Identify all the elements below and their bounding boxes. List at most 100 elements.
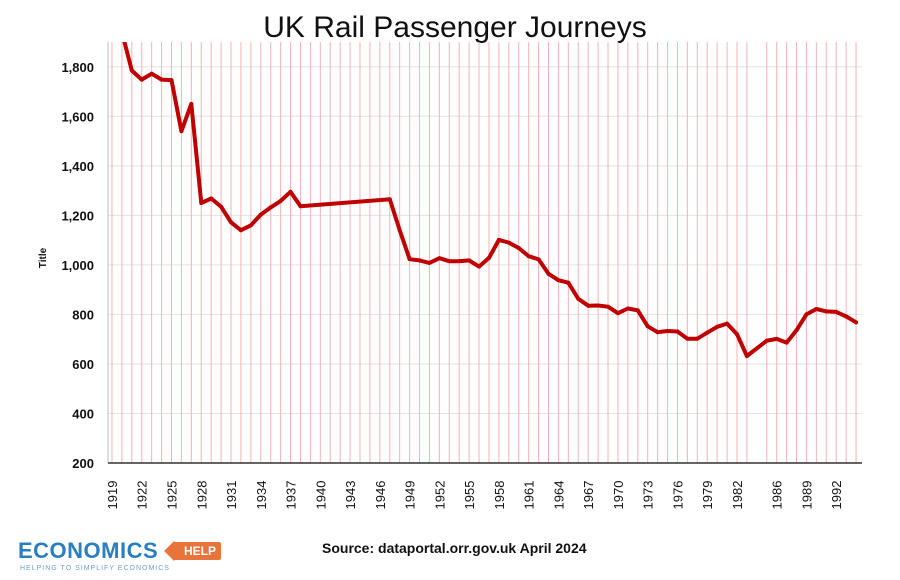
data-point [764, 338, 769, 343]
data-point [268, 205, 273, 210]
data-point [596, 303, 601, 308]
x-tick-label: 1970 [611, 481, 626, 510]
x-tick-label: 1928 [194, 481, 209, 510]
x-tick-label: 1958 [492, 481, 507, 510]
data-point [179, 129, 184, 134]
data-point [715, 324, 720, 329]
data-point [120, 30, 124, 34]
x-tick-label: 1946 [373, 481, 388, 510]
data-point [169, 78, 174, 83]
data-point [854, 320, 859, 325]
data-point [645, 324, 650, 329]
data-point [477, 264, 482, 269]
x-tick-labels: 1919 1922 1925 1928 1931 1934 1937 1940 1943 1946… [105, 481, 844, 510]
data-point [298, 204, 303, 209]
data-point [516, 246, 521, 251]
data-point [229, 220, 234, 225]
rail-journeys-chart: UK Rail Passenger Journeys Title 200 400 6… [38, 11, 862, 510]
y-tick-label: 400 [72, 406, 94, 421]
x-tick-label: 1989 [799, 481, 814, 510]
data-point [635, 308, 640, 313]
data-point [467, 258, 472, 263]
data-point [486, 255, 491, 260]
data-point [209, 196, 214, 201]
x-tick-label: 1979 [700, 481, 715, 510]
data-point [615, 311, 620, 316]
x-tick-label: 1992 [829, 481, 844, 510]
data-point [397, 228, 402, 233]
y-tick-label: 1,800 [61, 60, 94, 75]
data-point [258, 212, 263, 217]
data-point [407, 257, 412, 262]
x-tick-label: 1922 [135, 481, 150, 510]
data-point [665, 329, 670, 334]
x-tick-label: 1937 [284, 481, 299, 510]
data-point [387, 197, 392, 202]
y-tick-label: 1,600 [61, 109, 94, 124]
data-point [834, 309, 839, 314]
data-point [129, 68, 134, 73]
data-point [576, 296, 581, 301]
data-point [457, 259, 462, 264]
logo-tagline: HELPING TO SIMPLIFY ECONOMICS [20, 565, 170, 572]
drop-lines [111, 42, 857, 463]
data-point [744, 354, 749, 359]
data-point [437, 256, 442, 261]
x-tick-label: 1967 [581, 481, 596, 510]
data-point [824, 309, 829, 314]
data-point [844, 314, 849, 319]
axes [107, 42, 862, 464]
data-point [794, 328, 799, 333]
data-point [139, 77, 144, 82]
y-tick-labels: 200 400 600 800 1,000 1,200 1,400 1,600 1,800 [61, 60, 94, 471]
data-point [219, 204, 224, 209]
x-tick-label: 1973 [641, 481, 656, 510]
x-tick-label: 1940 [313, 481, 328, 510]
series-line [122, 42, 858, 358]
x-tick-label: 1952 [432, 481, 447, 510]
y-tick-label: 600 [72, 357, 94, 372]
y-tick-label: 200 [72, 456, 94, 471]
x-tick-label: 1955 [462, 481, 477, 510]
data-point [804, 312, 809, 317]
data-point [695, 336, 700, 341]
data-point [784, 340, 789, 345]
data-point [586, 303, 591, 308]
x-tick-label: 1986 [770, 481, 785, 510]
chart-title: UK Rail Passenger Journeys [263, 11, 647, 44]
data-point [814, 306, 819, 311]
data-point [238, 228, 243, 233]
data-point [566, 280, 571, 285]
data-point [288, 189, 293, 194]
data-point [725, 321, 730, 326]
data-point [248, 223, 253, 228]
x-tick-label: 1961 [522, 481, 537, 510]
y-tick-label: 1,200 [61, 208, 94, 223]
x-tick-label: 1976 [670, 481, 685, 510]
data-point [556, 278, 561, 283]
data-point [447, 259, 452, 264]
data-point [149, 71, 154, 76]
y-tick-label: 800 [72, 307, 94, 322]
data-point [734, 332, 739, 337]
data-point [417, 258, 422, 263]
data-point [526, 254, 531, 259]
logo-badge: HELP [174, 542, 222, 560]
data-point [655, 330, 660, 335]
economics-help-logo[interactable]: ECONOMICS HELP HELPING TO SIMPLIFY ECONO… [18, 538, 228, 578]
data-point [685, 336, 690, 341]
data-point [536, 257, 541, 262]
data-point [774, 336, 779, 341]
logo-badge-text: HELP [184, 544, 217, 558]
data-point [427, 260, 432, 265]
source-note: Source: dataportal.orr.gov.uk April 2024 [322, 540, 587, 556]
data-point [199, 200, 204, 205]
gridlines [108, 66, 862, 464]
logo-wordmark: ECONOMICS [18, 538, 159, 563]
x-tick-label: 1943 [343, 481, 358, 510]
data-point [506, 240, 511, 245]
x-tick-label: 1949 [403, 481, 418, 510]
data-point [705, 330, 710, 335]
data-point [625, 306, 630, 311]
x-tick-label: 1925 [164, 481, 179, 510]
